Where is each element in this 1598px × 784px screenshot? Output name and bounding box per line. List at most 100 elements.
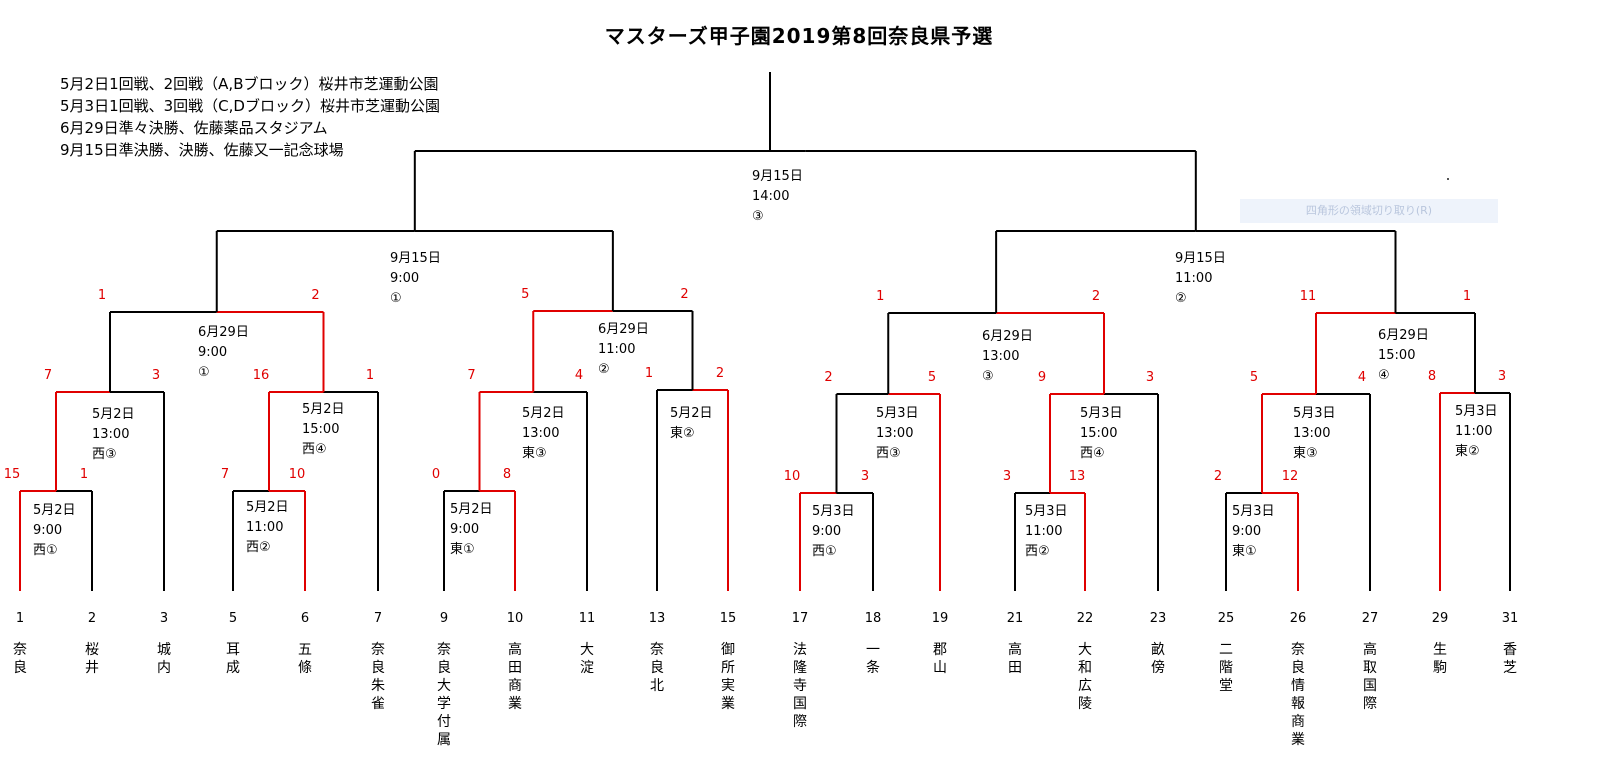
schedule-note: 5月3日1回戦、3回戦（C,Dブロック）桜井市芝運動公園 [60, 97, 440, 115]
match-time: 11:00 [598, 342, 636, 357]
match-info: 5月2日 11:00 西② [246, 498, 289, 558]
team-name: 耳成 [226, 642, 240, 676]
match-info: 5月3日 11:00 西② [1025, 502, 1068, 562]
team-seed: 13 [648, 611, 666, 626]
match-time: 9:00 [1232, 524, 1262, 539]
score-label: 3 [1497, 369, 1507, 384]
score-label: 3 [860, 469, 870, 484]
match-info: 5月3日 13:00 東③ [1293, 404, 1336, 464]
team-seed: 7 [373, 611, 383, 626]
team-name: 奈良北 [650, 642, 664, 694]
match-venue: ② [1175, 291, 1187, 306]
page-title: マスターズ甲子園2019第8回奈良県予選 [604, 24, 994, 48]
team-seed: 6 [300, 611, 310, 626]
match-info: 5月3日 9:00 東① [1232, 502, 1275, 562]
team-seed: 26 [1289, 611, 1307, 626]
match-venue: 西④ [302, 442, 327, 457]
match-venue: 東③ [522, 446, 547, 461]
match-date: 5月3日 [1025, 504, 1068, 519]
team-name: 畝傍 [1151, 642, 1165, 676]
match-date: 5月2日 [670, 406, 713, 421]
team-name: 大淀 [580, 642, 594, 676]
score-label: 1 [644, 366, 654, 381]
team-seed: 29 [1431, 611, 1449, 626]
team-name: 城内 [157, 642, 171, 676]
match-time: 9:00 [450, 522, 480, 537]
match-venue: 東② [670, 426, 695, 441]
schedule-notes: 5月2日1回戦、2回戦（A,Bブロック）桜井市芝運動公園 5月3日1回戦、3回戦… [60, 73, 440, 161]
match-date: 5月3日 [1293, 406, 1336, 421]
match-venue: ① [198, 365, 210, 380]
team-seed: 5 [228, 611, 238, 626]
match-date: 5月3日 [1232, 504, 1275, 519]
team-name: 高取国際 [1363, 642, 1377, 712]
match-date: 9月15日 [1175, 251, 1226, 266]
match-info: 5月2日 9:00 西① [33, 501, 76, 561]
team-name: 奈良 [13, 642, 27, 676]
team-seed: 10 [506, 611, 524, 626]
match-venue: 西② [1025, 544, 1050, 559]
score-label: 7 [220, 467, 230, 482]
score-label: 3 [1145, 370, 1155, 385]
schedule-note: 5月2日1回戦、2回戦（A,Bブロック）桜井市芝運動公園 [60, 75, 439, 93]
match-date: 5月3日 [1080, 406, 1123, 421]
team-seed: 17 [791, 611, 809, 626]
match-date: 9月15日 [752, 169, 803, 184]
match-date: 5月3日 [876, 406, 919, 421]
score-label: 11 [1299, 289, 1317, 304]
match-time: 14:00 [752, 189, 790, 204]
score-label: 1 [97, 288, 107, 303]
team-seed: 1 [15, 611, 25, 626]
score-label: 5 [927, 370, 937, 385]
match-venue: 西③ [92, 447, 117, 462]
crop-tooltip: 四角形の領域切り取り(R) [1240, 199, 1498, 223]
team-name: 五條 [298, 642, 312, 676]
match-info: 6月29日 9:00 ① [198, 323, 249, 383]
match-time: 13:00 [876, 426, 914, 441]
match-time: 15:00 [302, 422, 340, 437]
team-name: 郡山 [933, 642, 947, 676]
team-seed: 15 [719, 611, 737, 626]
match-date: 5月2日 [450, 502, 493, 517]
match-info: 9月15日 9:00 ① [390, 249, 441, 309]
team-name: 御所実業 [721, 642, 735, 712]
score-label: 12 [1281, 469, 1299, 484]
score-label: 5 [1249, 370, 1259, 385]
match-date: 6月29日 [1378, 328, 1429, 343]
score-label: 3 [151, 368, 161, 383]
match-date: 5月2日 [33, 503, 76, 518]
match-venue: 東① [450, 542, 475, 557]
score-label: 5 [521, 287, 530, 302]
schedule-note: 6月29日準々決勝、佐藤薬品スタジアム [60, 119, 328, 137]
team-name: 香芝 [1503, 642, 1517, 676]
match-venue: 西① [812, 544, 837, 559]
match-venue: 東① [1232, 544, 1257, 559]
score-label: 2 [311, 288, 320, 303]
team-name: 高田 [1008, 642, 1022, 676]
match-date: 5月3日 [812, 504, 855, 519]
match-info: 9月15日 11:00 ② [1175, 249, 1226, 309]
team-seed: 11 [578, 611, 596, 626]
match-time: 11:00 [1455, 424, 1493, 439]
match-info: 5月2日東② [670, 404, 713, 444]
score-label: 13 [1068, 469, 1086, 484]
score-label: 8 [1427, 369, 1437, 384]
match-time: 11:00 [1175, 271, 1213, 286]
match-time: 11:00 [246, 520, 284, 535]
match-venue: ③ [982, 369, 994, 384]
score-label: 2 [715, 366, 725, 381]
match-time: 13:00 [92, 427, 130, 442]
match-info: 5月2日 13:00 西③ [92, 405, 135, 465]
match-info: 5月3日 15:00 西④ [1080, 404, 1123, 464]
match-time: 13:00 [1293, 426, 1331, 441]
match-info: 5月3日 13:00 西③ [876, 404, 919, 464]
team-name: 生駒 [1433, 642, 1447, 676]
score-label: 1 [1462, 289, 1472, 304]
score-label: 1 [79, 467, 89, 482]
match-date: 5月2日 [246, 500, 289, 515]
match-date: 6月29日 [198, 325, 249, 340]
match-venue: ④ [1378, 368, 1390, 383]
match-venue: ③ [752, 209, 764, 224]
match-info: 5月3日 11:00 東② [1455, 402, 1498, 462]
